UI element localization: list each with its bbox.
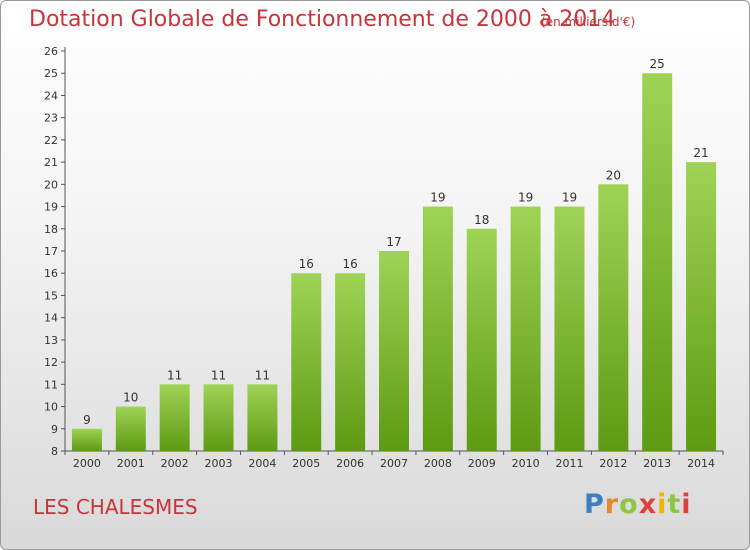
bar-2004	[247, 384, 278, 451]
data-label-2007: 17	[386, 235, 401, 249]
x-tick-label: 2011	[555, 457, 583, 470]
bar-2008	[422, 206, 453, 451]
y-tick-label: 9	[51, 423, 58, 436]
commune-name: LES CHALESMES	[33, 495, 198, 519]
data-label-2002: 11	[167, 368, 182, 382]
y-tick-label: 15	[44, 289, 58, 302]
y-tick-label: 22	[44, 134, 58, 147]
bar-2014	[686, 162, 717, 451]
data-label-2006: 16	[342, 257, 357, 271]
bar-2011	[554, 206, 585, 451]
data-label-2005: 16	[299, 257, 314, 271]
y-tick-label: 18	[44, 223, 58, 236]
data-label-2008: 19	[430, 191, 445, 205]
bar-2010	[510, 206, 541, 451]
bar-2000	[71, 428, 102, 451]
x-tick-label: 2009	[468, 457, 496, 470]
y-tick-label: 26	[44, 45, 58, 58]
data-label-2013: 25	[650, 57, 665, 71]
x-tick-label: 2010	[512, 457, 540, 470]
data-label-2014: 21	[693, 146, 708, 160]
bar-2002	[159, 384, 190, 451]
data-label-2012: 20	[606, 168, 621, 182]
y-tick-label: 25	[44, 67, 58, 80]
bar-2012	[598, 184, 629, 452]
bar-2006	[335, 273, 366, 451]
axes: 8 9 10 11 12 13 14 15 16 17 18 19 20 21 22 23 24 25 26 2000…	[44, 45, 724, 470]
x-tick-label: 2002	[161, 457, 189, 470]
y-tick-label: 21	[44, 156, 58, 169]
x-tick-label: 2012	[599, 457, 627, 470]
bars	[71, 73, 717, 452]
bar-2013	[642, 73, 673, 451]
x-tick-label: 2005	[292, 457, 320, 470]
data-label-2011: 19	[562, 191, 577, 205]
x-tick-label: 2006	[336, 457, 364, 470]
bar-2007	[379, 251, 409, 451]
y-tick-label: 8	[51, 445, 58, 458]
x-tick-label: 2000	[73, 457, 101, 470]
y-tick-label: 23	[44, 112, 58, 125]
x-tick-label: 2007	[380, 457, 408, 470]
data-labels: 9 10 11 11 11 16 16 17 19 18 19 19 20 25 21	[83, 57, 709, 427]
proxiti-logo: Proxiti	[584, 489, 692, 520]
chart-subtitle: (en milliers d'€)	[541, 15, 636, 29]
x-tick-label: 2004	[248, 457, 276, 470]
bar-2003	[203, 384, 234, 451]
bar-2009	[466, 228, 497, 451]
bar-2001	[115, 406, 146, 451]
x-tick-label: 2003	[205, 457, 233, 470]
x-tick-label: 2001	[117, 457, 145, 470]
y-tick-label: 19	[44, 201, 58, 214]
data-label-2001: 10	[123, 391, 138, 405]
y-tick-label: 10	[44, 401, 58, 414]
x-tick-label: 2014	[687, 457, 715, 470]
y-tick-label: 13	[44, 334, 58, 347]
data-label-2000: 9	[83, 413, 91, 427]
data-label-2010: 19	[518, 191, 533, 205]
data-label-2009: 18	[474, 213, 489, 227]
bar-2005	[291, 273, 322, 451]
y-tick-label: 17	[44, 245, 58, 258]
x-tick-label: 2013	[643, 457, 671, 470]
y-tick-label: 12	[44, 356, 58, 369]
x-tick-label: 2008	[424, 457, 452, 470]
y-tick-label: 20	[44, 178, 58, 191]
y-tick-label: 11	[44, 378, 58, 391]
y-tick-label: 14	[44, 312, 58, 325]
y-tick-label: 16	[44, 267, 58, 280]
chart-title: Dotation Globale de Fonctionnement de 20…	[29, 7, 616, 32]
data-label-2003: 11	[211, 368, 226, 382]
y-tick-label: 24	[44, 89, 58, 102]
data-label-2004: 11	[255, 368, 270, 382]
